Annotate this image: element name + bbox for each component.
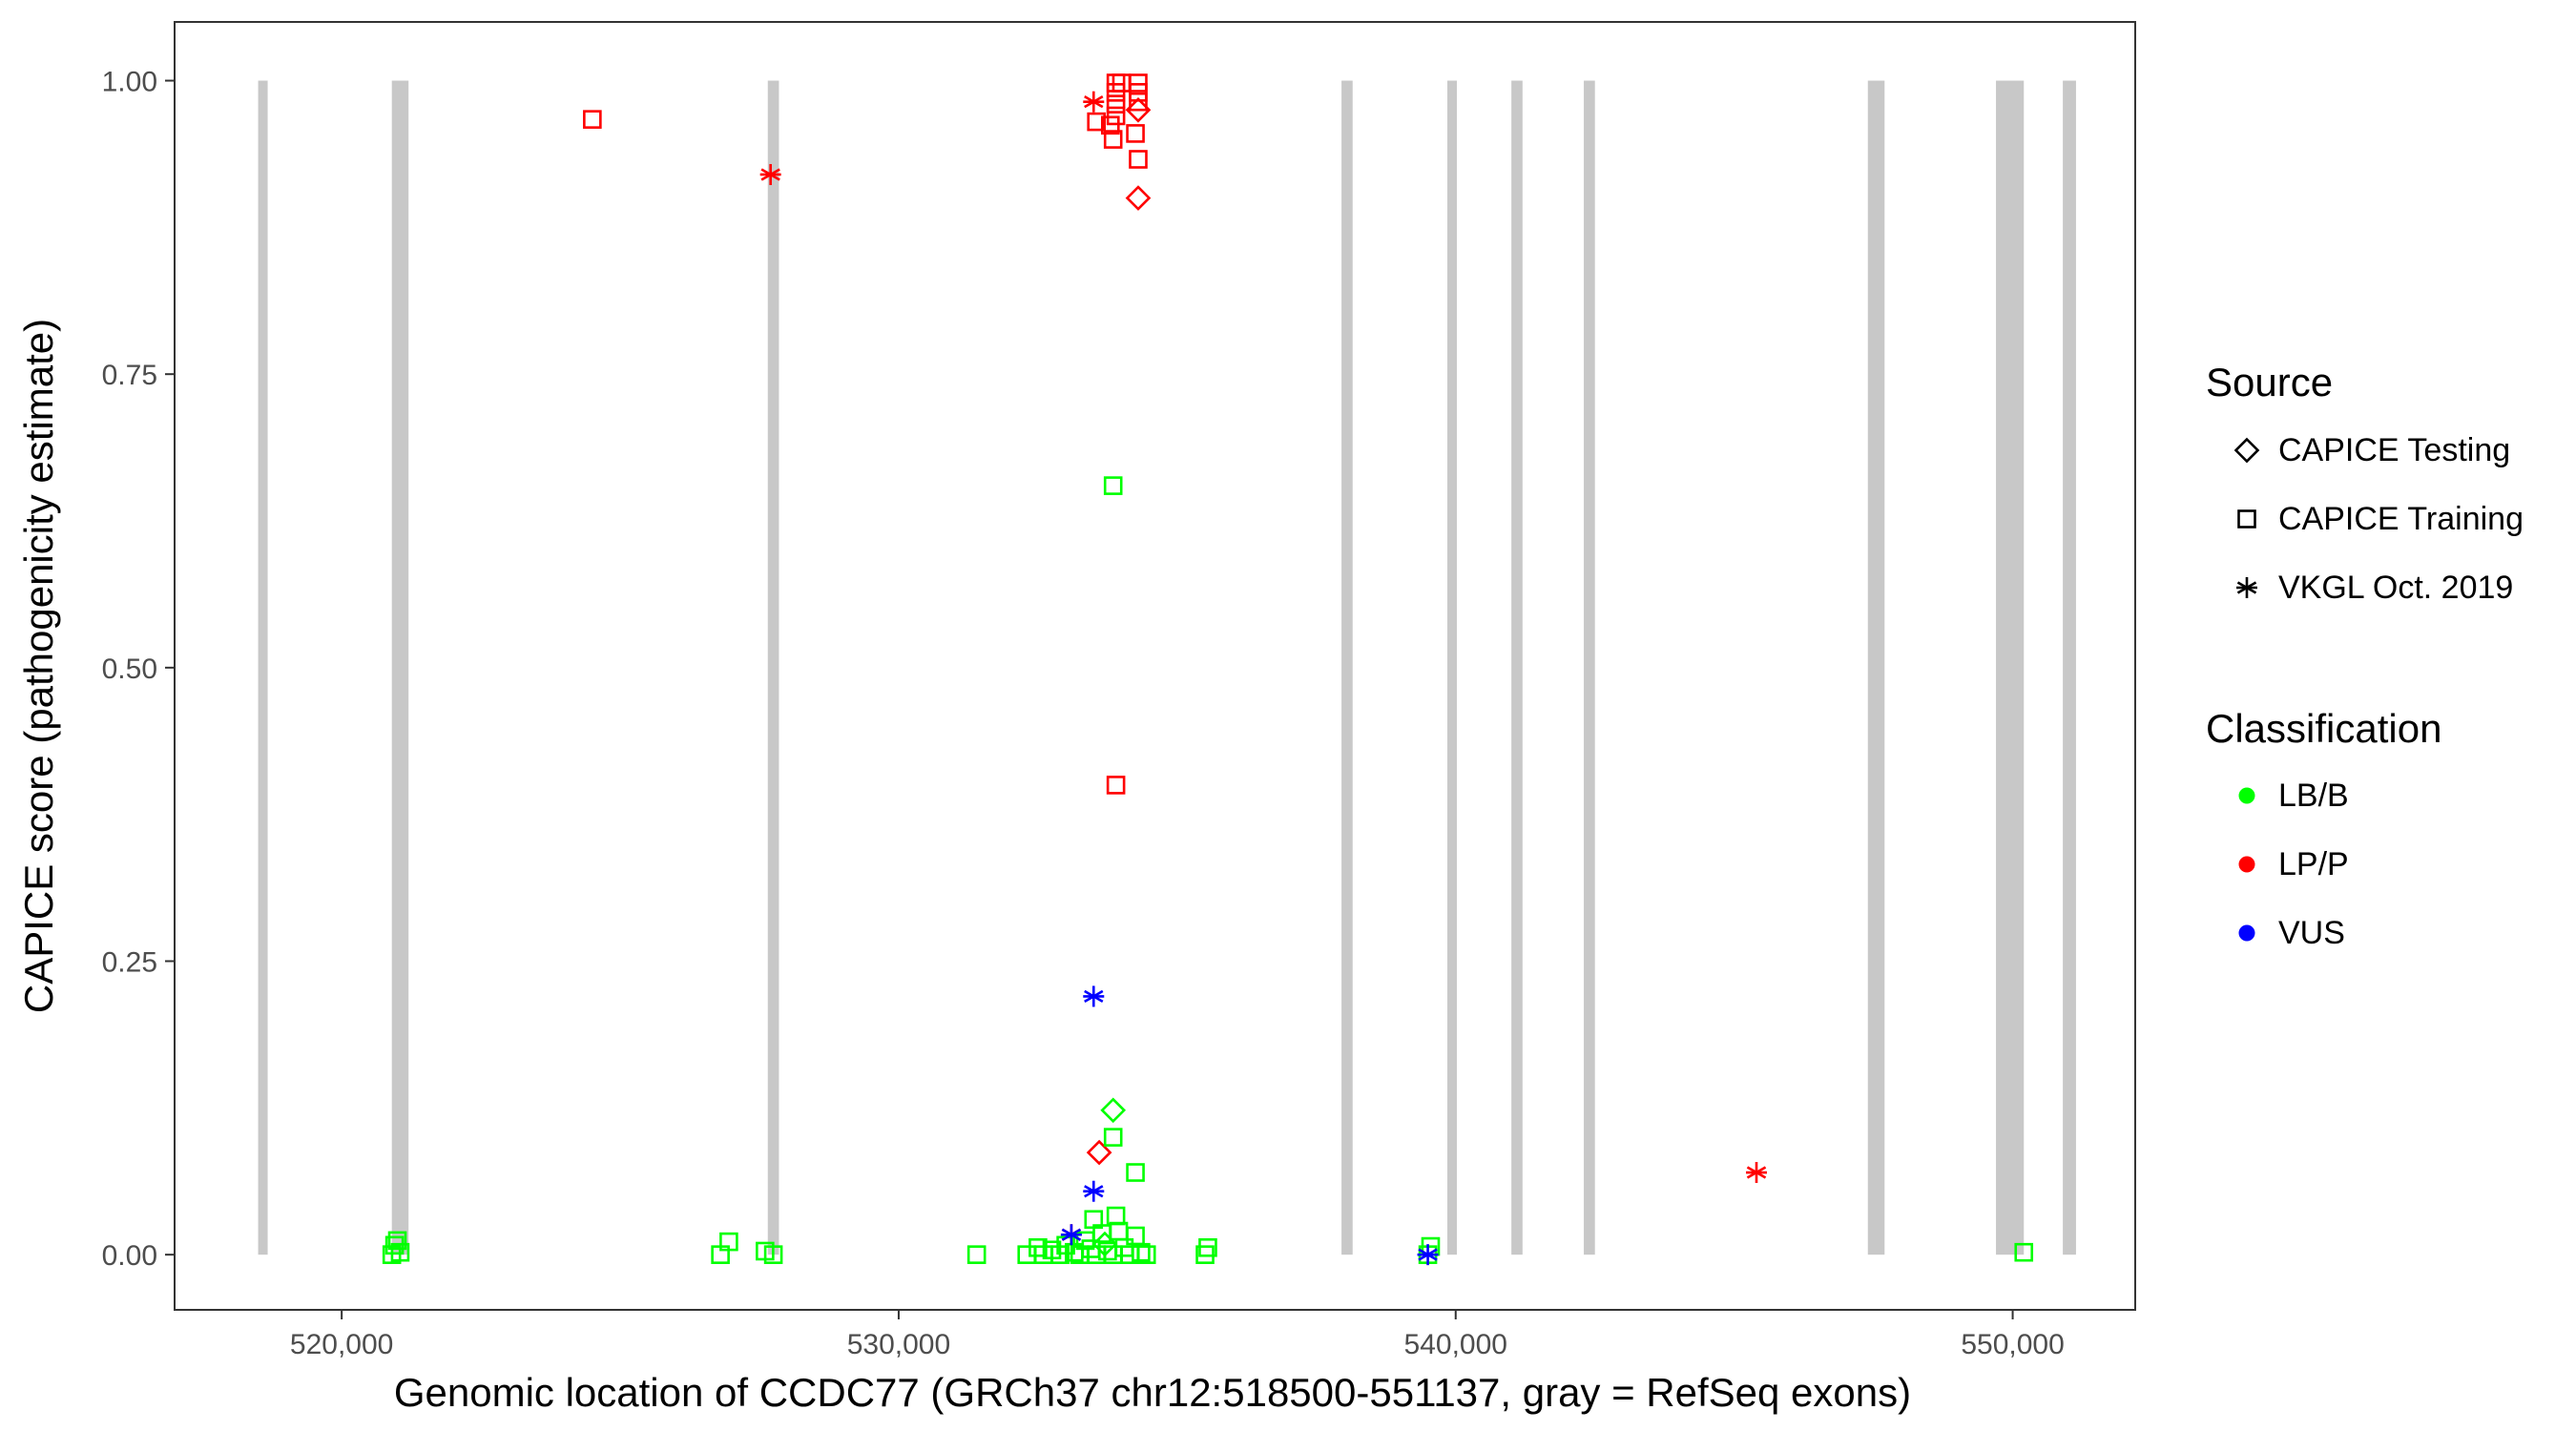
plot-panel	[174, 21, 2136, 1311]
legend-source-items: CAPICE Testing CAPICE Training VKGL Oct. 2…	[2233, 432, 2524, 606]
y-tick-label: 0.75	[102, 360, 157, 391]
data-point	[719, 1232, 738, 1252]
data-point	[1132, 1242, 1151, 1262]
exon-bar	[391, 80, 409, 1255]
y-tick-label: 1.00	[102, 67, 157, 98]
data-point	[1103, 130, 1123, 149]
data-point	[390, 1242, 410, 1262]
legend-source-label: VKGL Oct. 2019	[2278, 570, 2513, 606]
data-point	[1083, 985, 1105, 1007]
y-tick-label: 0.25	[102, 947, 157, 979]
data-point	[1129, 73, 1148, 93]
exon-bar	[1341, 80, 1353, 1255]
data-point	[1086, 1139, 1112, 1166]
data-point	[759, 163, 781, 185]
data-point	[1100, 1097, 1127, 1124]
data-point	[1417, 1244, 1439, 1266]
legend-key-dot	[2238, 787, 2255, 804]
data-point	[583, 110, 602, 129]
data-point	[1106, 106, 1126, 126]
data-point	[966, 1245, 987, 1264]
axis-layer: 520,000 530,000 540,000 550,000 0.00 0.25 0.50…	[102, 67, 2065, 1360]
legend-class-items: LB/B LP/P VUS	[2238, 778, 2349, 951]
point-layer	[382, 73, 2034, 1266]
data-point	[1126, 1163, 1145, 1182]
y-tick-label: 0.50	[102, 653, 157, 685]
data-point	[2014, 1242, 2034, 1262]
data-point	[1083, 1180, 1105, 1202]
exon-bar	[1446, 80, 1457, 1255]
data-point	[1103, 1128, 1123, 1147]
exon-bar	[2063, 80, 2076, 1255]
data-point	[763, 1245, 783, 1264]
exon-layer	[258, 80, 2076, 1255]
data-point	[1125, 96, 1152, 123]
legend-key-dot	[2238, 856, 2255, 873]
x-tick-label: 550,000	[1961, 1329, 2064, 1360]
x-axis-label: Genomic location of CCDC77 (GRCh37 chr12…	[394, 1370, 1911, 1415]
data-point	[1083, 91, 1105, 113]
data-point	[1087, 112, 1107, 132]
data-point	[1106, 94, 1126, 114]
exon-bar	[1584, 80, 1595, 1255]
data-point	[1746, 1162, 1768, 1184]
data-point	[1103, 476, 1123, 495]
legend-class-label: LP/P	[2278, 846, 2349, 882]
legend-class-title: Classification	[2206, 706, 2441, 751]
data-point	[1136, 1245, 1156, 1264]
legend-source-label: CAPICE Training	[2278, 501, 2524, 537]
data-point	[1091, 1231, 1118, 1257]
data-point	[1125, 185, 1152, 211]
data-point	[387, 1231, 407, 1251]
legend-class-label: VUS	[2278, 915, 2345, 951]
data-point	[1106, 776, 1126, 795]
legend-key-diamond	[2233, 437, 2260, 464]
legend-key-asterisk	[2236, 577, 2257, 598]
x-tick-label: 540,000	[1404, 1329, 1507, 1360]
data-point	[1100, 115, 1120, 135]
x-tick-label: 520,000	[290, 1329, 393, 1360]
y-tick-label: 0.00	[102, 1240, 157, 1272]
exon-bar	[258, 80, 268, 1255]
legend-source-title: Source	[2206, 360, 2333, 404]
legend-key-dot	[2238, 924, 2255, 942]
exon-bar	[1867, 80, 1885, 1255]
data-point	[1106, 83, 1126, 102]
data-point	[1050, 1245, 1070, 1264]
exon-bar	[1511, 80, 1523, 1255]
y-axis-label: CAPICE score (pathogenicity estimate)	[16, 319, 61, 1013]
data-point	[1198, 1237, 1217, 1257]
legend-source-label: CAPICE Testing	[2278, 432, 2510, 468]
x-tick-label: 530,000	[847, 1329, 950, 1360]
legend-key-square	[2237, 509, 2256, 529]
exon-bar	[767, 80, 779, 1255]
legend-class-label: LB/B	[2278, 778, 2349, 814]
data-point	[1129, 92, 1148, 112]
exon-bar	[1996, 80, 2025, 1255]
data-point	[1060, 1224, 1082, 1246]
data-point	[1126, 124, 1145, 143]
legend: Source CAPICE Testing CAPICE Training VKGL…	[2206, 360, 2524, 951]
data-point	[1129, 150, 1148, 169]
